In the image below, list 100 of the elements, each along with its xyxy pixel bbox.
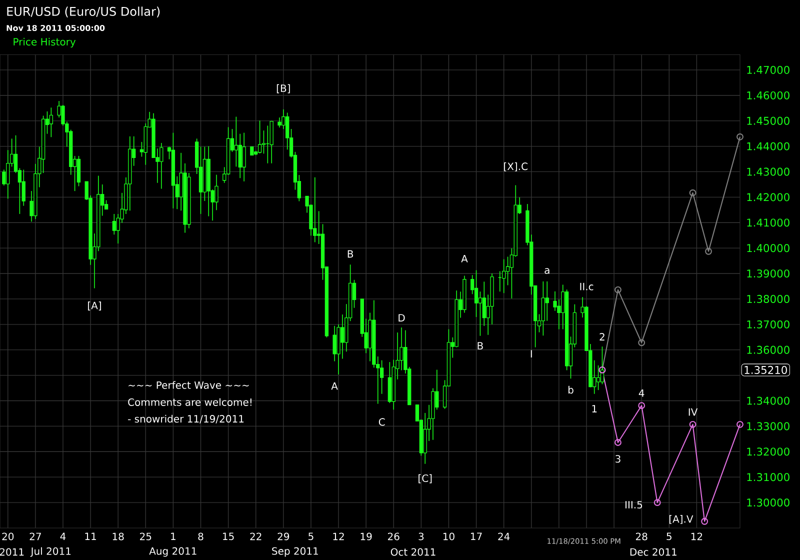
x-tick-label: 20 [2,532,14,540]
annotation: Comments are welcome! [128,398,252,406]
x2-tick-label: Jul 2011 [30,547,71,557]
candlestick [76,156,81,187]
annotation: II.c [580,282,594,290]
candlestick [545,281,549,322]
point [638,339,646,346]
annotation: - snowrider 11/19/2011 [128,414,244,424]
annotation: III.5 [626,501,642,509]
annotation: [C] [418,474,432,484]
candlestick [541,281,546,336]
candlestick [242,132,246,182]
x-tick-label: 5 [308,532,314,540]
point [654,499,661,506]
candlestick [596,364,600,390]
candlestick [388,362,392,404]
x-tick-label: 28 [636,532,648,540]
x2-tick-label: 2011 [0,548,24,556]
candlestick [498,270,502,292]
y-tick-label: 1.31000 [747,473,790,482]
text: 1.35210 [744,366,787,374]
annotation: [X].C [504,162,528,172]
annotation: [A].V [669,515,694,524]
x-tick-label: 4 [60,532,66,540]
x-tick-label: 12 [691,532,702,540]
annotation: a [544,268,550,274]
x-tick-label: 29 [278,532,290,540]
annotation: D [398,314,405,322]
annotation: [A] [88,302,101,310]
candlestick [506,256,510,286]
x-tick-label: 25 [140,532,152,540]
point [614,439,622,446]
candlestick [262,130,266,154]
annotation: I [530,350,532,358]
candlestick [112,214,116,235]
candlestick [478,291,482,336]
x-tick-label: 5 [666,532,672,540]
candlestick [258,120,262,154]
x2-tick-label: Aug 2011 [149,547,196,557]
annotation: B [348,250,354,258]
y-tick-label: 1.46000 [747,91,790,100]
candlestick [600,346,604,385]
x-tick-label: 27 [30,532,41,540]
y-tick-label: 1.36000 [747,346,790,354]
annotation: C [378,418,385,426]
annotation: B [478,342,483,350]
annotation: 4 [638,389,644,397]
y-tick-label: 1.44000 [747,142,790,150]
annotation: IV [688,408,698,416]
y-tick-label: 1.42000 [747,193,790,202]
y-tick-label: 1.34000 [747,396,790,405]
x-tick-label: 10 [443,532,454,540]
y-tick-label: 1.33000 [747,422,790,430]
candlestick [278,117,282,128]
candlestick [160,142,164,190]
candlestick [238,133,242,178]
candlestick [6,150,10,200]
candlestick [474,270,478,318]
point [705,248,712,255]
y-tick-label: 1.39000 [747,269,790,278]
y-tick-label: 1.41000 [747,218,790,227]
y-tick-label: 1.38000 [747,294,790,303]
x-tick-label: 15 [223,532,234,540]
y-tick-label: 1.32000 [747,448,790,456]
y-tick-label: 1.45000 [747,116,790,125]
annotation: A [461,255,468,262]
candlestick [49,107,54,138]
point [614,286,622,294]
candlestick [502,258,506,294]
y-tick-label: 1.37000 [747,320,790,328]
x2-tick-label: Oct 2011 [390,548,436,556]
annotation: 1 [592,405,597,412]
y-tick-label: 1.47000 [747,66,790,74]
x-tick-label: 12 [333,532,344,540]
x-tick-label: 11 [85,532,96,540]
point [638,402,646,410]
x2-tick-label: Dec 2011 [630,548,676,556]
annotation: [B] [276,84,290,94]
y-tick-label: 1.30000 [747,498,790,507]
chart-title: EUR/USD (Euro/US Dollar) [7,6,160,18]
x-tick-label: 24 [498,532,510,540]
x-tick-label: 1 [171,532,176,540]
y-tick-label: 1.43000 [747,168,790,176]
x-tick-label: 8 [198,532,204,540]
candlestick [313,176,317,243]
candlestick [22,169,26,206]
x-tick-label: 19 [360,532,372,540]
annotation: 3 [616,455,620,463]
candlestick [332,326,336,362]
candlestick [340,314,344,360]
point [689,420,696,428]
chart-subtitle: Nov 18 2011 05:00:00 [6,24,105,32]
point [701,518,708,525]
x-tick-label: 18 [112,532,124,540]
candlestick [234,116,238,168]
x-tick-label: 3 [418,532,424,540]
x2-tick-label: Sep 2011 [272,547,318,557]
point [689,189,696,196]
y-tick-label: 1.40000 [747,244,790,252]
annotation: ~~~ Perfect Wave ~~~ [128,381,249,389]
